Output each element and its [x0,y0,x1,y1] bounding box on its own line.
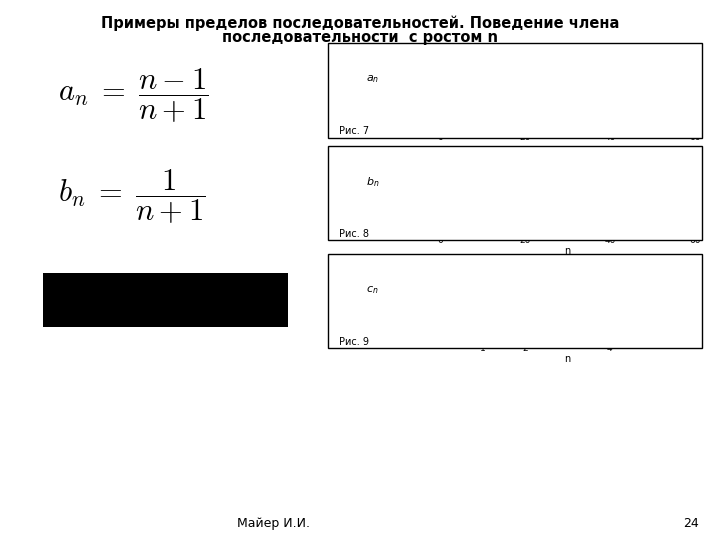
Text: Примеры пределов последовательностей. Поведение члена: Примеры пределов последовательностей. По… [101,15,619,31]
Text: $b_n\;=\;\dfrac{1}{n+1}$: $b_n\;=\;\dfrac{1}{n+1}$ [58,168,205,226]
Text: 24: 24 [683,517,698,530]
Text: Рис. 9: Рис. 9 [339,336,369,347]
Text: $b_n$: $b_n$ [366,175,379,188]
Text: Рис. 7: Рис. 7 [339,126,369,136]
Text: последовательности  с ростом n: последовательности с ростом n [222,30,498,45]
Text: Майер И.И.: Майер И.И. [237,517,310,530]
Text: $a_n$: $a_n$ [366,73,379,85]
Text: 0.5: 0.5 [392,85,406,94]
X-axis label: n: n [564,246,570,256]
Text: Рис. 8: Рис. 8 [339,228,369,239]
Text: $c_n$: $c_n$ [366,284,379,295]
Text: $a_n\;=\;\dfrac{n-1}{n+1}$: $a_n\;=\;\dfrac{n-1}{n+1}$ [58,67,208,125]
X-axis label: n: n [564,354,570,364]
X-axis label: n: n [564,144,570,154]
